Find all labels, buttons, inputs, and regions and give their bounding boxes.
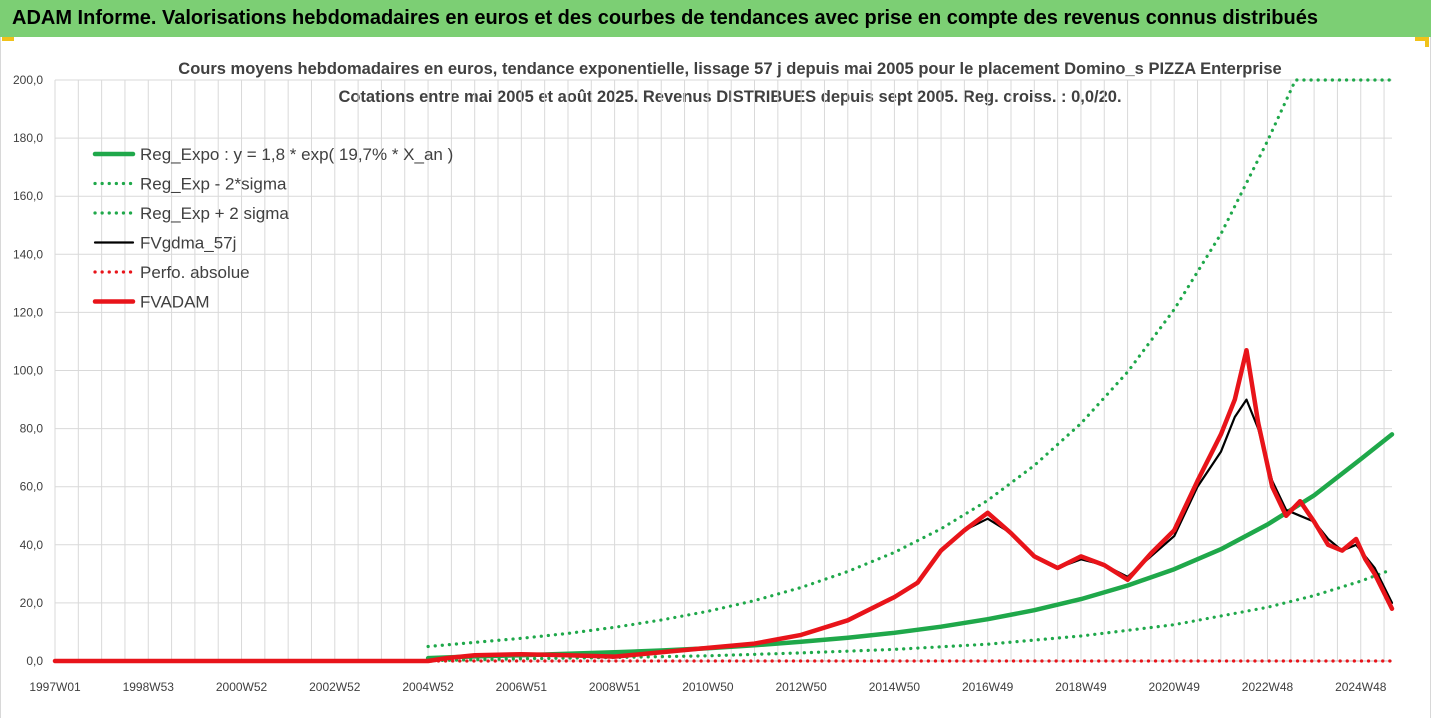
x-tick-label: 2022W48 (1242, 680, 1294, 694)
x-tick-label: 2000W52 (216, 680, 268, 694)
legend-label: Reg_Exp - 2*sigma (140, 175, 287, 194)
x-tick-label: 2012W50 (775, 680, 827, 694)
x-tick-label: 2016W49 (962, 680, 1014, 694)
series-line-3 (53, 398, 1394, 663)
report-banner: ADAM Informe. Valorisations hebdomadaire… (0, 0, 1431, 37)
y-tick-label: 200,0 (13, 73, 43, 87)
report-title: ADAM Informe. Valorisations hebdomadaire… (12, 7, 1318, 29)
legend-label: Perfo. absolue (140, 263, 250, 282)
y-tick-label: 100,0 (13, 364, 43, 378)
series-line-2 (426, 78, 1394, 649)
legend-label: FVADAM (140, 293, 210, 312)
y-tick-label: 40,0 (20, 538, 44, 552)
series-lines (52, 78, 1395, 664)
x-tick-label: 2010W50 (682, 680, 734, 694)
x-tick-label: 2008W51 (589, 680, 641, 694)
x-tick-label: 1998W53 (123, 680, 175, 694)
x-tick-label: 2004W52 (402, 680, 454, 694)
corner-mark-right-bar (1425, 37, 1429, 47)
legend-label: Reg_Exp + 2 sigma (140, 204, 289, 223)
legend: Reg_Expo : y = 1,8 * exp( 19,7% * X_an )… (92, 145, 453, 312)
legend-label: FVgdma_57j (140, 234, 236, 253)
x-tick-label: 1997W01 (29, 680, 81, 694)
y-tick-label: 60,0 (20, 480, 44, 494)
x-tick-label: 2024W48 (1335, 680, 1387, 694)
x-tick-label: 2014W50 (869, 680, 921, 694)
corner-mark-left (2, 37, 14, 41)
y-tick-label: 120,0 (13, 305, 43, 319)
series-line-0 (425, 432, 1395, 661)
x-tick-label: 2020W49 (1149, 680, 1201, 694)
x-tick-label: 2018W49 (1055, 680, 1107, 694)
chart-subtitle: Cotations entre mai 2005 et août 2025. R… (338, 88, 1122, 106)
x-tick-label: 2002W52 (309, 680, 361, 694)
series-line-5 (52, 347, 1395, 664)
legend-label: Reg_Expo : y = 1,8 * exp( 19,7% * X_an ) (140, 145, 453, 164)
grid (54, 79, 1392, 662)
y-tick-label: 0,0 (26, 654, 43, 668)
y-tick-label: 20,0 (20, 596, 44, 610)
x-tick-label: 2006W51 (496, 680, 548, 694)
y-tick-label: 160,0 (13, 189, 43, 203)
y-tick-label: 180,0 (13, 131, 43, 145)
axes: 0,0 20,0 40,0 60,0 80,0 100,0 120,0 140,0 160,0 1… (13, 73, 1392, 694)
y-tick-label: 80,0 (20, 422, 44, 436)
y-tick-label: 140,0 (13, 247, 43, 261)
corner-mark-right (1415, 37, 1427, 41)
chart-title: Cours moyens hebdomadaires en euros, ten… (178, 60, 1282, 78)
series-line-1 (426, 567, 1394, 663)
